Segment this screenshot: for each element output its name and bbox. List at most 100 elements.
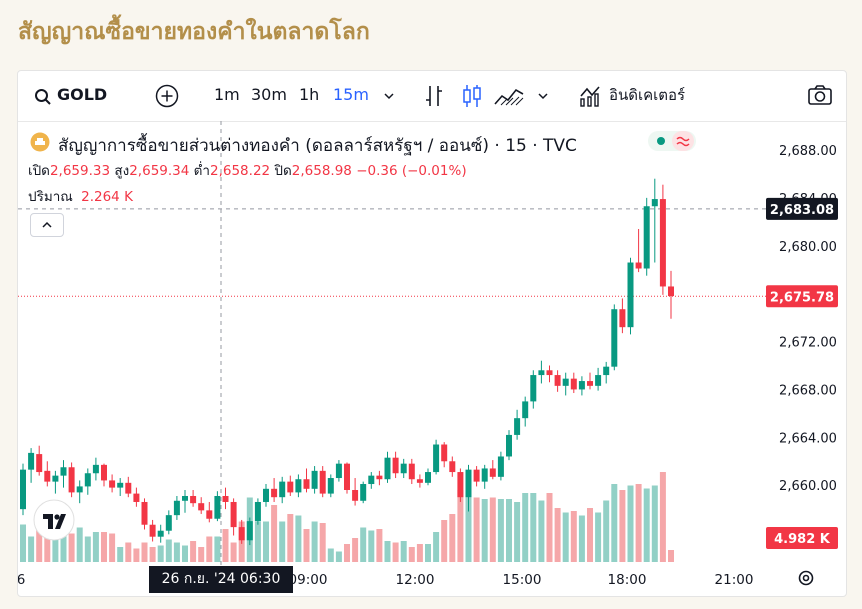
open-value: 2,659.33 [49, 163, 111, 179]
candle-body [92, 464, 99, 474]
candle-body [506, 434, 512, 457]
candle-body [514, 418, 521, 435]
candle-body [303, 479, 310, 489]
camera-icon[interactable] [807, 84, 833, 106]
last-price-label: 2,675.78 [770, 290, 834, 305]
candle-body [28, 452, 35, 470]
symbol-label[interactable]: GOLD [57, 85, 108, 104]
bar-chart-icon[interactable] [423, 84, 445, 108]
candle-body [384, 457, 391, 480]
volume-bar [570, 511, 577, 562]
candle-body [190, 495, 197, 504]
close-value: 2,658.98 [291, 163, 352, 179]
volume-bar [68, 533, 75, 562]
volume-bar [52, 536, 59, 562]
candle-body [489, 468, 496, 477]
chart-toolbar: GOLD 1m 30m 1h 15m อินดิเคเตอร์ [18, 71, 846, 122]
volume-bar [263, 521, 269, 562]
candle-body [222, 495, 229, 502]
low-value: 2,658.22 [210, 163, 271, 179]
volume-bar [60, 532, 67, 562]
candle-body [279, 481, 286, 498]
candle-body [335, 463, 342, 479]
volume-bar [562, 512, 569, 562]
candle-body [595, 375, 602, 386]
y-tick-label: 2,680.00 [779, 240, 837, 255]
indicators-button[interactable]: อินดิเคเตอร์ [609, 86, 686, 104]
candle-body [238, 527, 245, 541]
volume-bar [109, 533, 116, 562]
candle-body [587, 381, 593, 386]
volume-bar [141, 542, 148, 562]
candle-body [327, 478, 334, 494]
volume-bar [627, 485, 634, 562]
candle-body [44, 470, 51, 482]
candle-body [271, 488, 278, 498]
candle-body [416, 479, 423, 483]
candle-body [149, 524, 156, 537]
candle-body [360, 484, 367, 501]
interval-1m[interactable]: 1m [214, 85, 240, 104]
volume-bar [651, 485, 658, 562]
candle-body [481, 468, 488, 482]
candle-body [319, 470, 326, 494]
y-tick-label: 2,668.00 [779, 383, 837, 398]
volume-bar [230, 542, 237, 562]
candle-body [522, 401, 529, 419]
interval-30m[interactable]: 30m [251, 85, 287, 104]
volume-bar [578, 515, 585, 562]
interval-15m[interactable]: 15m [333, 85, 369, 104]
volume-bar [295, 515, 302, 562]
gold-coin-icon [30, 132, 50, 152]
chevron-down-icon[interactable] [537, 91, 549, 101]
volume-bar [497, 499, 504, 562]
tradingview-logo-icon[interactable] [33, 499, 75, 541]
price-chart[interactable]: 2,688.002,684.002,680.002,676.002,672.00… [18, 121, 846, 596]
volume-bar [271, 505, 278, 562]
settings-gear-icon[interactable] [796, 568, 816, 588]
volume-bar [84, 536, 91, 562]
candle-body [287, 481, 294, 493]
volume-bar [465, 496, 472, 562]
volume-label: ปริมาณ [28, 189, 73, 205]
volume-bar [254, 521, 261, 562]
volume-bar [643, 488, 650, 562]
volume-bar [433, 532, 440, 562]
candles-icon[interactable] [461, 83, 483, 109]
volume-bar [522, 493, 529, 562]
candle-body [659, 199, 666, 287]
candle-body [578, 381, 585, 390]
volume-bar [157, 545, 164, 562]
ohlc-values: เปิด2,659.33 สูง2,659.34 ต่ำ2,658.22 ปิด… [28, 159, 467, 181]
volume-value: 2.264 K [81, 189, 133, 205]
chevron-down-icon[interactable] [383, 91, 395, 101]
candle-body [611, 309, 618, 367]
volume-bar [222, 529, 229, 562]
volume-bar [473, 497, 480, 562]
candle-body [52, 475, 59, 482]
candle-body [668, 286, 674, 297]
candle-body [60, 467, 67, 476]
volume-bar [400, 541, 407, 562]
candle-body [109, 480, 116, 488]
indicators-icon[interactable] [578, 84, 602, 108]
volume-bar [133, 548, 140, 562]
search-icon[interactable] [34, 88, 52, 106]
volume-bar [76, 527, 83, 562]
area-chart-icon[interactable] [493, 85, 525, 107]
candle-body [68, 467, 75, 493]
volume-bar [619, 490, 626, 562]
candle-body [84, 473, 91, 487]
volume-bar [206, 536, 213, 562]
volume-bar [28, 536, 35, 562]
add-symbol-icon[interactable] [155, 84, 179, 108]
volume-bar [546, 493, 553, 562]
volume-bar [489, 497, 496, 562]
candle-body [230, 501, 237, 528]
collapse-legend-button[interactable] [30, 213, 64, 237]
market-open-dot-icon [657, 137, 665, 145]
candle-body [441, 444, 448, 462]
interval-1h[interactable]: 1h [299, 85, 320, 104]
candle-body [198, 503, 205, 511]
volume-bar [125, 542, 132, 562]
